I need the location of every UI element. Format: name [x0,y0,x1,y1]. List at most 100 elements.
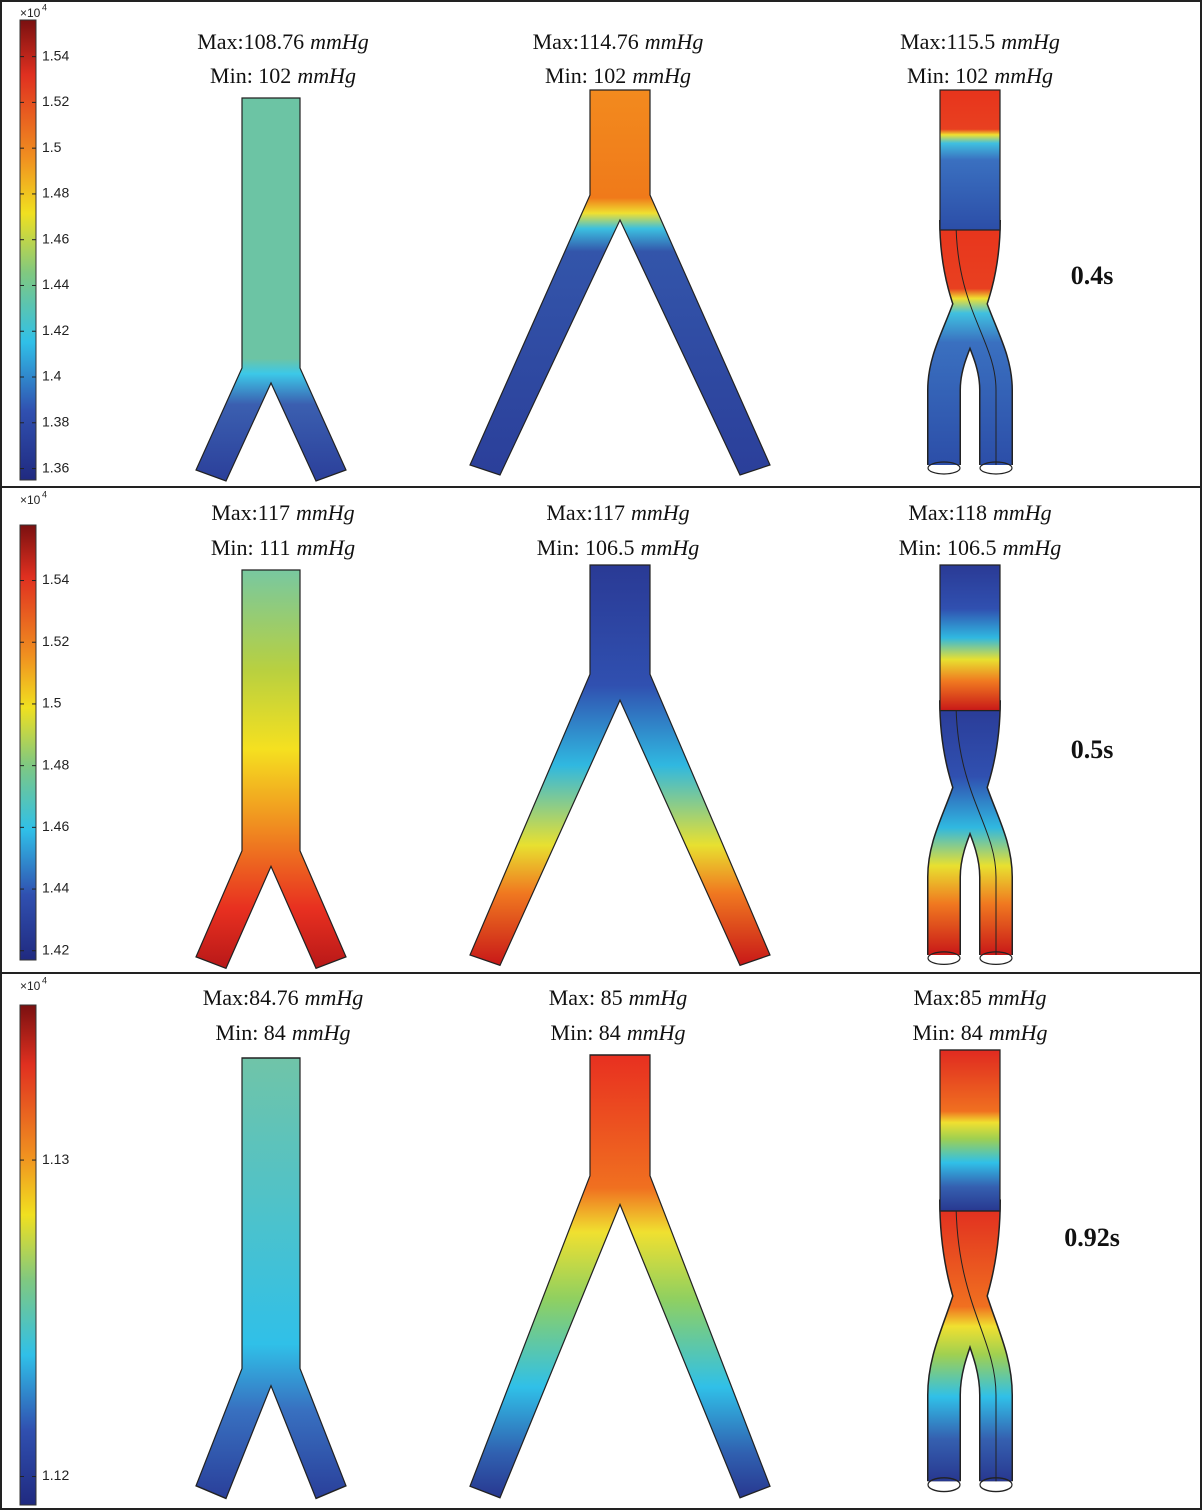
colorbar-tick-label: 1.44 [42,880,69,896]
colorbar-multiplier: ×10 [20,6,41,20]
max-unit: mmHg [305,985,364,1010]
colorbar-tick-label: 1.13 [42,1151,69,1167]
max-label: Max:115.5mmHg [900,29,1060,54]
max-unit: mmHg [629,985,688,1010]
min-unit: mmHg [296,535,355,560]
vessel [470,1055,770,1498]
max-value: Max:85 [913,985,981,1010]
vessel [196,570,346,968]
colorbar-tick-label: 1.36 [42,459,69,475]
trunk [940,1050,1000,1211]
time-label: 0.5s [1071,735,1114,764]
min-unit: mmHg [627,1020,686,1045]
min-unit: mmHg [994,63,1053,88]
vessel [196,98,346,481]
colorbar-exponent: 4 [42,489,47,499]
min-unit: mmHg [989,1020,1048,1045]
max-value: Max:115.5 [900,29,995,54]
vessel-shape [470,1055,770,1498]
min-value: Min: 102 [907,63,988,88]
max-value: Max:108.76 [197,29,304,54]
max-label: Max:85 mmHg [913,985,1046,1010]
colorbar-tick-label: 1.46 [42,818,69,834]
max-unit: mmHg [1001,29,1060,54]
min-value: Min: 106.5 [899,535,997,560]
colorbar-multiplier: ×10 [20,979,41,993]
min-value: Min: 84 [913,1020,983,1045]
colorbar-tick-label: 1.5 [42,139,62,155]
max-unit: mmHg [645,29,704,54]
max-value: Max:118 [908,500,987,525]
colorbar-multiplier: ×10 [20,493,41,507]
colorbar [20,1005,36,1505]
trunk [940,565,1000,711]
vessel [928,565,1012,964]
max-unit: mmHg [310,29,369,54]
trunk [940,90,1000,230]
colorbar [20,525,36,960]
max-unit: mmHg [631,500,690,525]
vessel [928,90,1012,474]
vessel-shape [196,570,346,968]
vessel [928,1050,1012,1492]
vessel [470,90,770,475]
colorbar-tick-label: 1.42 [42,322,69,338]
min-value: Min: 84 [216,1020,286,1045]
vessel [470,565,770,965]
colorbar-tick-label: 1.46 [42,230,69,246]
max-unit: mmHg [296,500,355,525]
vessel-shape [196,1058,346,1498]
time-label: 0.92s [1064,1223,1120,1252]
max-unit: mmHg [993,500,1052,525]
min-value: Min: 84 [551,1020,621,1045]
min-label: Min: 111mmHg [211,535,355,560]
min-value: Min: 102 [210,63,291,88]
min-unit: mmHg [641,535,700,560]
vessel-shape [196,98,346,481]
colorbar-tick-label: 1.48 [42,185,69,201]
colorbar-tick-label: 1.54 [42,571,69,587]
max-value: Max:117 [211,500,290,525]
max-unit: mmHg [988,985,1047,1010]
min-value: Min: 102 [545,63,626,88]
min-unit: mmHg [292,1020,351,1045]
max-value: Max:117 [546,500,625,525]
colorbar-tick-label: 1.42 [42,941,69,957]
min-unit: mmHg [632,63,691,88]
colorbar-tick-label: 1.54 [42,47,69,63]
colorbar-tick-label: 1.12 [42,1467,69,1483]
colorbar-tick-label: 1.52 [42,93,69,109]
colorbar-tick-label: 1.44 [42,276,69,292]
vessel-shape [470,565,770,965]
min-value: Min: 106.5 [537,535,635,560]
time-label: 0.4s [1071,261,1114,290]
colorbar-exponent: 4 [42,975,47,985]
min-value: Min: 111 [211,535,291,560]
colorbar-tick-label: 1.38 [42,413,69,429]
colorbar [20,20,36,480]
max-value: Max: 85 [549,985,623,1010]
vessel-shape [470,90,770,475]
colorbar-tick-label: 1.48 [42,756,69,772]
colorbar-exponent: 4 [42,2,47,12]
max-value: Max:114.76 [533,29,639,54]
vessel [196,1058,346,1498]
min-unit: mmHg [1003,535,1062,560]
min-unit: mmHg [297,63,356,88]
colorbar-tick-label: 1.5 [42,695,62,711]
